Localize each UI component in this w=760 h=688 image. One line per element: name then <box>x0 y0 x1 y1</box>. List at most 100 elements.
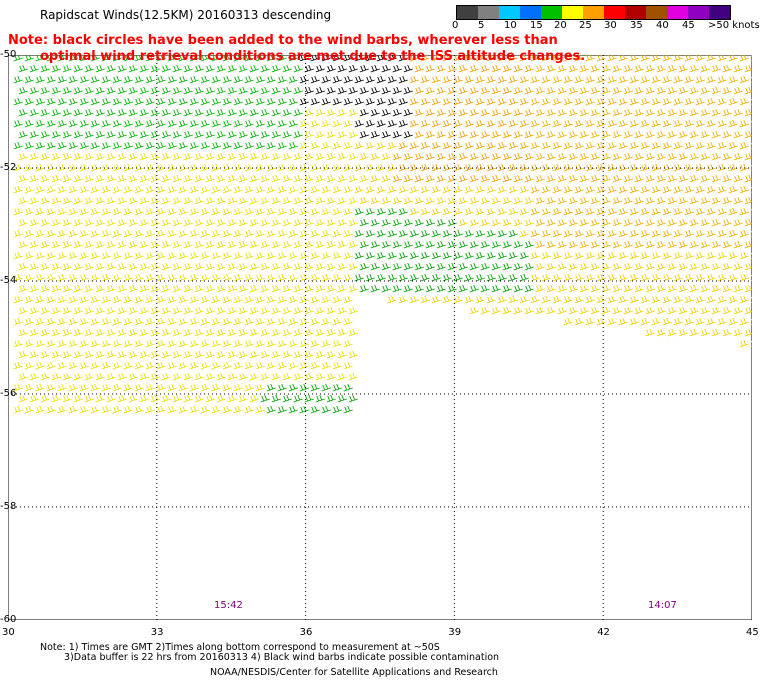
wind-barb <box>607 251 617 260</box>
wind-barb <box>667 174 677 183</box>
wind-barb <box>574 251 584 260</box>
wind-barb <box>502 284 512 293</box>
wind-barb <box>431 119 441 128</box>
wind-barb <box>216 218 226 227</box>
wind-barb <box>128 372 138 381</box>
wind-barb <box>469 130 479 139</box>
wind-barb <box>24 229 34 238</box>
wind-barb <box>645 240 655 249</box>
wind-barb <box>728 119 738 128</box>
wind-barb <box>156 273 166 282</box>
wind-barb <box>51 152 61 161</box>
wind-barb <box>711 152 721 161</box>
wind-barb <box>530 141 540 150</box>
wind-barb <box>442 185 452 194</box>
wind-barb <box>458 196 468 205</box>
wind-barb <box>95 174 105 183</box>
wind-barb <box>90 361 100 370</box>
wind-barb <box>255 361 265 370</box>
wind-barb <box>475 55 485 62</box>
scale-label: 20 <box>554 20 567 31</box>
latitude-label: -52 <box>0 162 17 173</box>
wind-barb <box>700 240 710 249</box>
wind-barb <box>46 339 56 348</box>
wind-barb <box>513 196 523 205</box>
wind-barb <box>695 295 705 304</box>
wind-barb <box>579 152 589 161</box>
wind-barb <box>293 86 303 95</box>
wind-barb <box>326 372 336 381</box>
wind-barb <box>568 218 578 227</box>
wind-barb <box>68 229 78 238</box>
wind-barb <box>568 152 578 161</box>
wind-barb <box>695 185 705 194</box>
wind-barb <box>684 185 694 194</box>
wind-barb <box>486 55 496 62</box>
wind-barb <box>673 185 683 194</box>
wind-barb <box>101 55 111 62</box>
wind-barb <box>260 218 270 227</box>
wind-barb <box>607 97 617 106</box>
wind-barb <box>733 196 743 205</box>
wind-barb <box>711 306 721 315</box>
wind-barb <box>447 108 457 117</box>
wind-barb <box>398 119 408 128</box>
wind-barb <box>722 196 732 205</box>
wind-barb <box>189 251 199 260</box>
wind-barb <box>46 97 56 106</box>
wind-barb <box>40 328 50 337</box>
wind-barb <box>541 141 551 150</box>
wind-barb <box>563 229 573 238</box>
wind-barb <box>491 152 501 161</box>
wind-barb <box>667 64 677 73</box>
wind-barb <box>695 273 705 282</box>
wind-barb <box>73 196 83 205</box>
wind-barb <box>464 251 474 260</box>
wind-barb <box>293 130 303 139</box>
wind-barb <box>134 295 144 304</box>
wind-barb <box>464 141 474 150</box>
wind-barb <box>700 86 710 95</box>
wind-barb <box>227 64 237 73</box>
wind-barb <box>68 251 78 260</box>
wind-barb <box>145 361 155 370</box>
wind-barb <box>244 141 254 150</box>
wind-barb <box>739 141 749 150</box>
wind-barb <box>255 55 265 62</box>
wind-barb <box>266 405 276 414</box>
wind-barb <box>656 130 666 139</box>
wind-barb <box>238 196 248 205</box>
wind-barb <box>189 339 199 348</box>
wind-barb <box>398 55 408 62</box>
wind-barb <box>403 262 413 271</box>
wind-barb <box>744 262 752 271</box>
wind-barb <box>288 317 298 326</box>
wind-barb <box>145 405 155 414</box>
scale-swatch <box>478 6 499 19</box>
wind-barb <box>172 174 182 183</box>
wind-barb <box>200 229 210 238</box>
wind-barb <box>530 229 540 238</box>
wind-barb <box>568 130 578 139</box>
wind-barb <box>13 55 23 62</box>
wind-barb <box>695 75 705 84</box>
wind-barb <box>722 174 732 183</box>
wind-barb <box>101 383 111 392</box>
wind-barb <box>134 339 144 348</box>
wind-barb <box>178 185 188 194</box>
wind-barb <box>255 185 265 194</box>
wind-barb <box>348 108 358 117</box>
wind-barb <box>744 218 752 227</box>
wind-barb <box>684 97 694 106</box>
wind-barb <box>431 75 441 84</box>
wind-barb <box>35 273 45 282</box>
wind-barb <box>519 141 529 150</box>
wind-barb <box>255 141 265 150</box>
wind-barb <box>733 306 743 315</box>
wind-barb <box>689 152 699 161</box>
wind-barb <box>40 394 50 403</box>
wind-barb <box>299 339 309 348</box>
wind-barb <box>244 273 254 282</box>
wind-barb <box>678 86 688 95</box>
wind-barb <box>684 75 694 84</box>
